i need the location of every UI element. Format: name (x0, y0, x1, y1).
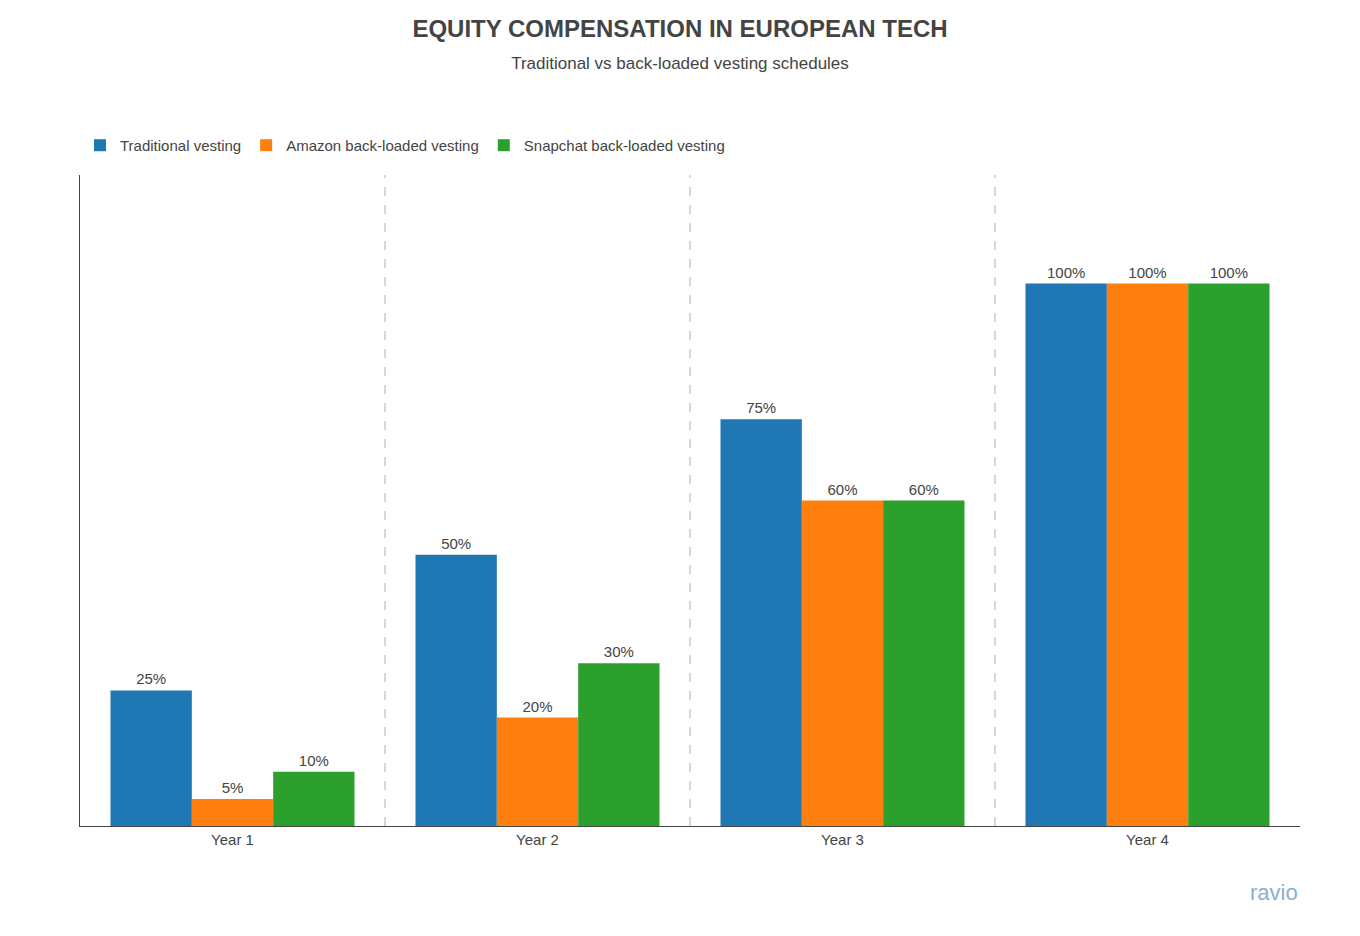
svg-text:30%: 30% (604, 643, 634, 660)
svg-text:ravio: ravio (1250, 880, 1298, 905)
svg-text:25%: 25% (136, 670, 166, 687)
svg-text:100%: 100% (1047, 264, 1085, 281)
svg-text:50%: 50% (441, 535, 471, 552)
svg-text:Year 2: Year 2 (516, 831, 559, 848)
svg-text:Year 1: Year 1 (211, 831, 254, 848)
svg-text:100%: 100% (1210, 264, 1248, 281)
svg-text:Snapchat back-loaded vesting: Snapchat back-loaded vesting (524, 137, 725, 154)
svg-text:60%: 60% (827, 481, 857, 498)
svg-text:Year 4: Year 4 (1126, 831, 1169, 848)
svg-text:5%: 5% (222, 779, 244, 796)
svg-text:60%: 60% (909, 481, 939, 498)
svg-text:75%: 75% (746, 399, 776, 416)
svg-text:Year 3: Year 3 (821, 831, 864, 848)
svg-text:100%: 100% (1128, 264, 1166, 281)
svg-text:10%: 10% (299, 752, 329, 769)
svg-text:20%: 20% (522, 698, 552, 715)
svg-text:Amazon back-loaded vesting: Amazon back-loaded vesting (286, 137, 479, 154)
svg-text:Traditional vesting: Traditional vesting (120, 137, 241, 154)
svg-text:EQUITY COMPENSATION IN EUROPEA: EQUITY COMPENSATION IN EUROPEAN TECHTrad… (412, 15, 947, 72)
